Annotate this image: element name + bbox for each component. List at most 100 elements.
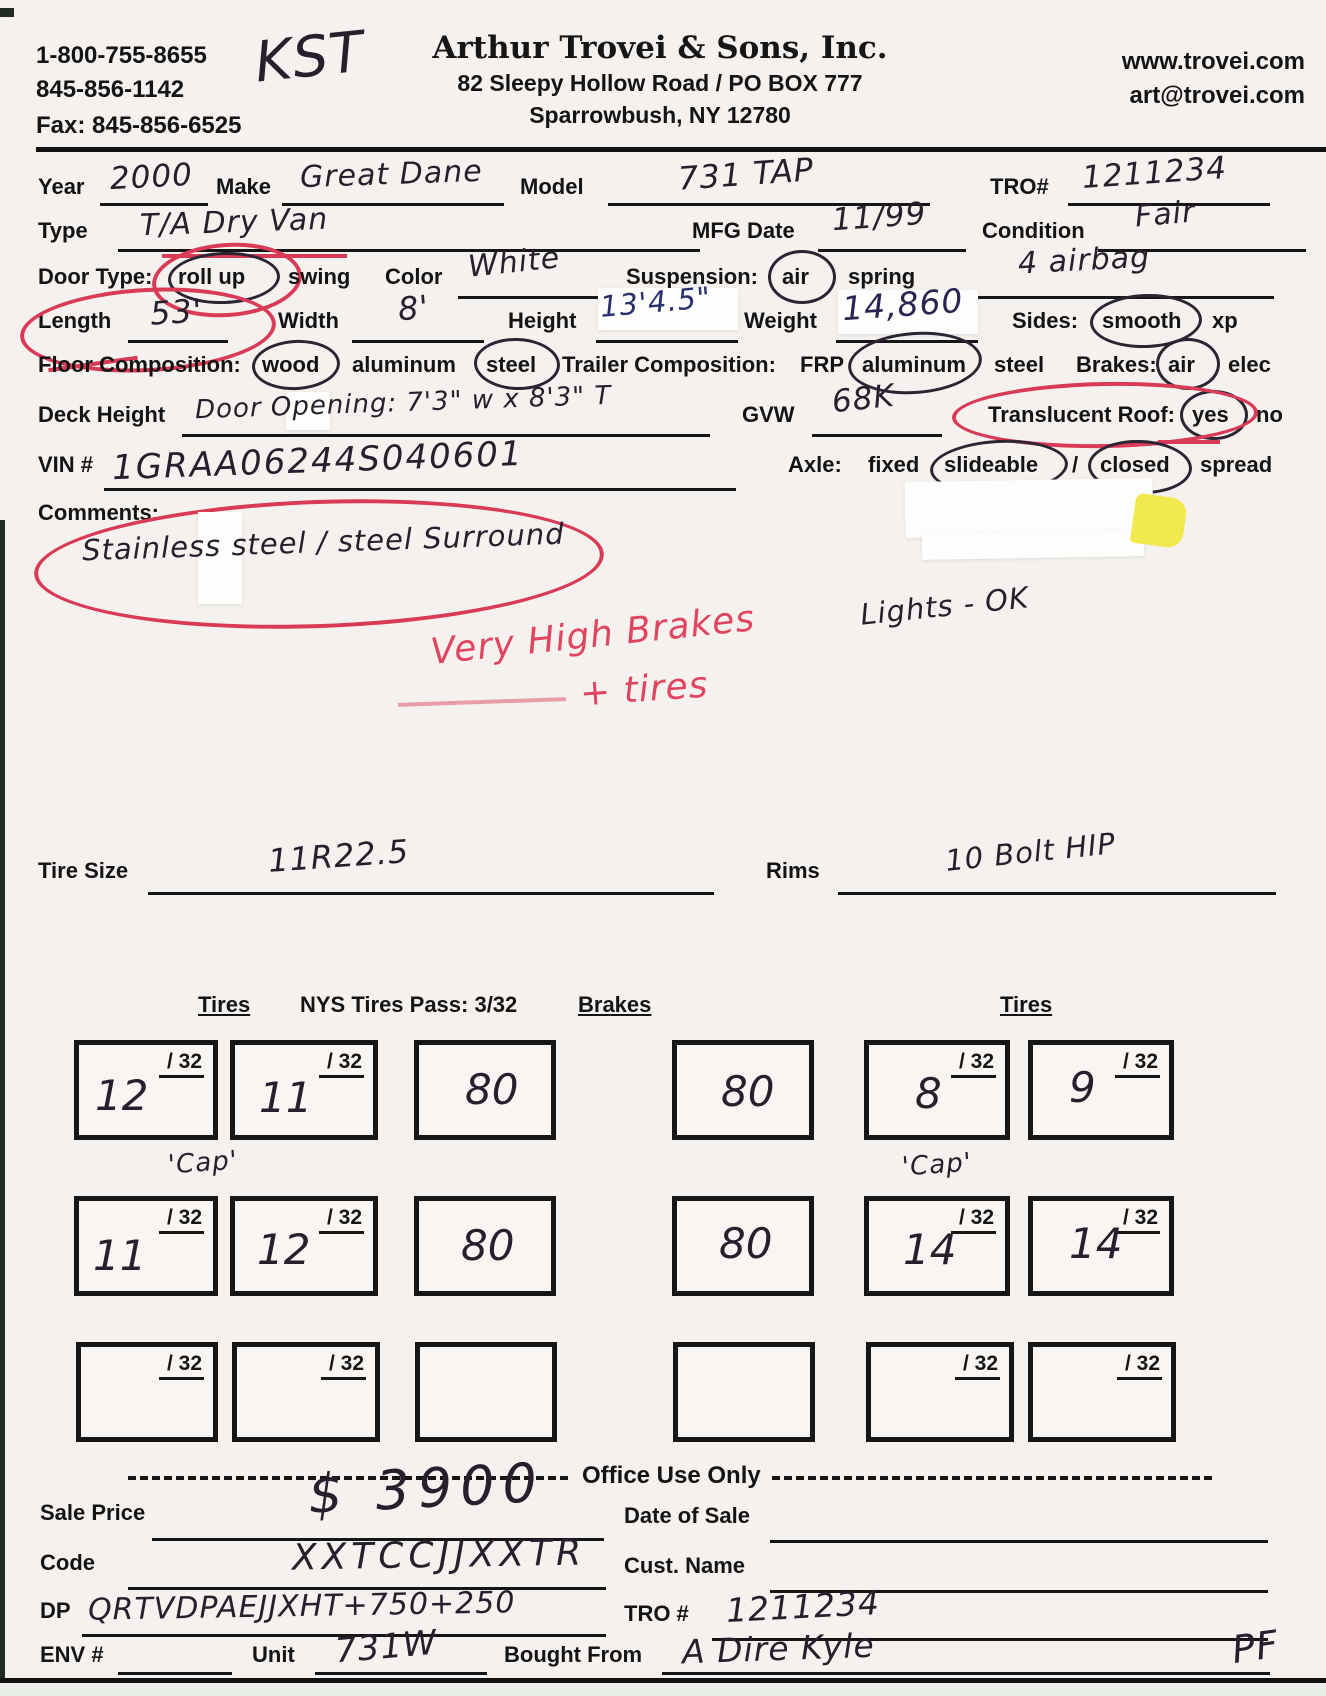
- rims-value: 10 Bolt HIP: [943, 826, 1118, 878]
- door-type-label: Door Type:: [38, 264, 153, 289]
- color-label: Color: [385, 264, 443, 289]
- scan-bottom-edge: [0, 1678, 1326, 1683]
- mfg-date-label: MFG Date: [692, 218, 795, 243]
- cust-name-line: [770, 1590, 1268, 1593]
- gvw-value: 68K: [830, 377, 897, 421]
- code-value: XXTCCJJXXTR: [291, 1532, 587, 1579]
- bought-from-label: Bought From: [504, 1642, 643, 1667]
- header-rule: [36, 147, 1326, 152]
- red-faint-stroke: [397, 697, 567, 707]
- tire-size-label: Tire Size: [38, 858, 129, 883]
- sale-price-value: $ 3900: [306, 1450, 547, 1527]
- brake-box: 80: [672, 1196, 814, 1296]
- yellow-highlight-mark: [1129, 492, 1189, 550]
- initials-pf: PF: [1229, 1621, 1282, 1673]
- tire-box: / 32: [866, 1342, 1014, 1442]
- sale-price-label: Sale Price: [40, 1500, 146, 1525]
- brakes-option-elec: elec: [1228, 352, 1271, 377]
- tire-32-label: / 32: [1114, 1050, 1160, 1078]
- make-label: Make: [216, 174, 272, 199]
- suspension-option-air: air: [782, 264, 809, 289]
- tro-label: TRO#: [990, 174, 1049, 199]
- tire-32-label: / 32: [1116, 1352, 1162, 1380]
- axle-label: Axle:: [788, 452, 842, 477]
- sides-label: Sides:: [1012, 308, 1079, 333]
- tire-box: / 32 12: [74, 1040, 218, 1140]
- height-label: Height: [508, 308, 577, 333]
- brake-value: 80: [719, 1219, 773, 1268]
- unit-label: Unit: [252, 1642, 295, 1667]
- year-value: 2000: [109, 156, 194, 198]
- tro-line: [1068, 203, 1270, 206]
- axle-option-spread: spread: [1200, 452, 1273, 477]
- date-of-sale-label: Date of Sale: [624, 1503, 750, 1528]
- floor-option-steel: steel: [486, 352, 537, 377]
- tire-32-label: / 32: [158, 1050, 204, 1078]
- dp-label: DP: [40, 1598, 71, 1623]
- tire-32-label: / 32: [950, 1206, 996, 1234]
- brakes-label: Brakes:: [1076, 352, 1157, 377]
- comments-lights-value: Lights - OK: [858, 580, 1031, 632]
- brake-value: 80: [721, 1067, 775, 1116]
- roof-label: Translucent Roof:: [988, 402, 1176, 427]
- tire-32-label: / 32: [950, 1050, 996, 1078]
- brake-box: 80: [414, 1196, 556, 1296]
- length-value: 53': [148, 291, 204, 333]
- whiteout-axle-1: [904, 477, 1154, 539]
- brake-value: 80: [461, 1221, 515, 1270]
- comments-label: Comments:: [38, 500, 160, 525]
- tire-value: 9: [1069, 1063, 1096, 1112]
- tire-box: / 32 11: [230, 1040, 378, 1140]
- floor-option-aluminum: aluminum: [352, 352, 456, 377]
- year-line: [100, 203, 208, 206]
- tire-box: / 32: [1028, 1342, 1176, 1442]
- red-underline-roof-yes: [1158, 440, 1220, 444]
- brake-box: 80: [414, 1040, 556, 1140]
- whiteout-axle-2: [921, 530, 1145, 560]
- tire-size-value: 11R22.5: [266, 832, 411, 880]
- red-note-brakes: Very High Brakes: [428, 598, 757, 673]
- tire-32-label: / 32: [158, 1206, 204, 1234]
- make-value: Great Dane: [299, 153, 484, 196]
- red-underline-type: [162, 254, 347, 258]
- weight-value: 14,860: [840, 280, 965, 329]
- gvw-label: GVW: [742, 402, 795, 427]
- mfg-date-value: 11/99: [830, 195, 928, 239]
- scan-artifact: [0, 8, 14, 17]
- sale-price-line: [152, 1538, 604, 1541]
- tire-value: 12: [95, 1071, 149, 1120]
- weight-line: [836, 340, 978, 343]
- fax-number: Fax: 845-856-6525: [36, 112, 242, 139]
- red-note-tires: + tires: [578, 664, 710, 715]
- type-line: [118, 249, 700, 252]
- floor-option-wood: wood: [262, 352, 320, 377]
- company-name: Arthur Trovei & Sons, Inc.: [432, 30, 888, 66]
- handwritten-initials-kst: KST: [251, 19, 368, 96]
- tire-value: 11: [259, 1073, 313, 1122]
- trailer-comp-label: Trailer Composition:: [562, 352, 776, 377]
- dp-value: QRTVDPAEJJXHT+750+250: [87, 1585, 516, 1628]
- unit-value: 731W: [333, 1622, 440, 1672]
- suspension-line: [952, 296, 1274, 299]
- tire-value: 11: [93, 1231, 147, 1280]
- brakes-option-air: air: [1168, 352, 1195, 377]
- deck-height-value: Door Opening: 7'3" w x 8'3" T: [194, 380, 612, 426]
- floor-comp-label: Floor Composition:: [38, 352, 241, 377]
- deck-height-label: Deck Height: [38, 402, 166, 427]
- height-line: [596, 340, 738, 343]
- tire-32-label: / 32: [318, 1050, 364, 1078]
- vin-line: [104, 488, 736, 491]
- tire-32-label: / 32: [320, 1352, 366, 1380]
- code-line: [128, 1587, 606, 1590]
- whiteout-comments: [198, 512, 242, 604]
- weight-label: Weight: [744, 308, 817, 333]
- divider-dashes-left: [128, 1476, 568, 1480]
- condition-line: [1098, 249, 1306, 252]
- trailer-option-steel: steel: [994, 352, 1045, 377]
- cap-note-right: 'Cap': [901, 1147, 973, 1183]
- sides-option-smooth: smooth: [1102, 308, 1182, 333]
- deck-height-line: [182, 434, 710, 437]
- whiteout-height: [598, 288, 738, 330]
- bought-from-value: A Dire Kyle: [681, 1625, 876, 1672]
- rims-label: Rims: [766, 858, 820, 883]
